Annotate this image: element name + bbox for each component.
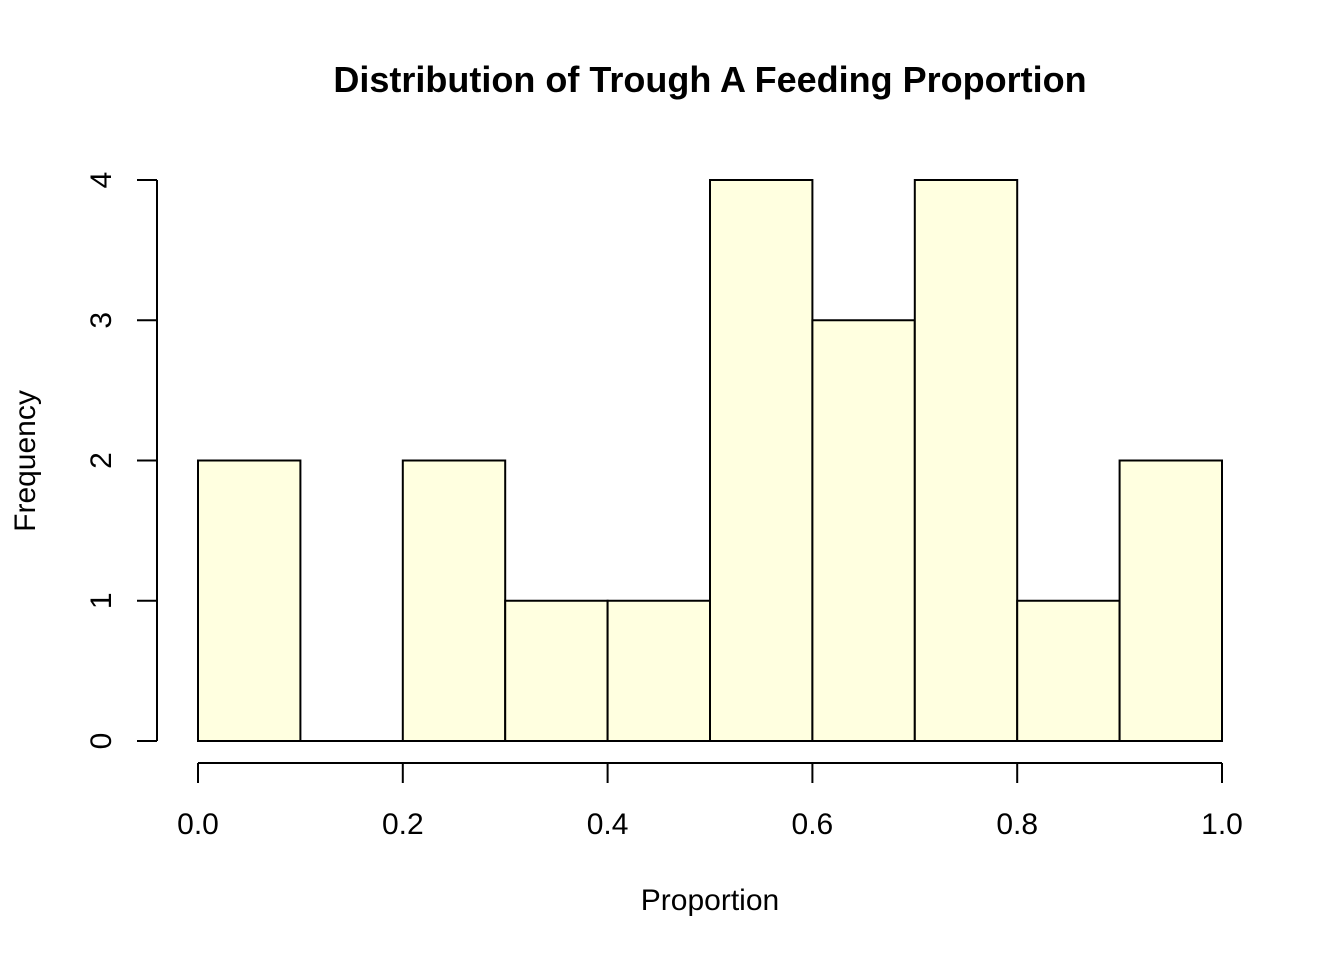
x-tick-label: 0.2: [382, 808, 424, 841]
y-tick-label: 4: [85, 172, 118, 189]
y-tick-label: 0: [85, 733, 118, 750]
x-tick-label: 0.6: [792, 808, 834, 841]
y-tick-label: 2: [85, 452, 118, 469]
histogram-bar: [1016, 599, 1121, 742]
y-axis: 0 1 2 3 4: [85, 172, 158, 750]
y-tick-label: 3: [85, 312, 118, 329]
histogram-bar: [606, 599, 711, 742]
histogram-bar: [504, 599, 609, 742]
chart-title: Distribution of Trough A Feeding Proport…: [333, 59, 1086, 100]
histogram-bar: [401, 459, 507, 742]
histogram-bar: [197, 459, 302, 742]
histogram-bar: [709, 179, 814, 742]
x-axis-label: Proportion: [641, 884, 779, 917]
x-tick-label: 0.4: [587, 808, 629, 841]
x-tick-label: 0.0: [177, 808, 219, 841]
histogram-bar: [1118, 459, 1223, 742]
x-tick-label: 0.8: [996, 808, 1038, 841]
bars-layer: [197, 179, 1223, 742]
histogram-bar: [811, 319, 916, 742]
y-tick-label: 1: [85, 592, 118, 609]
x-axis: 0.0 0.2 0.4 0.6 0.8 1.0: [177, 762, 1243, 841]
x-tick-label: 1.0: [1201, 808, 1243, 841]
histogram-bar: [913, 179, 1019, 742]
y-axis-label: Frequency: [9, 390, 42, 532]
